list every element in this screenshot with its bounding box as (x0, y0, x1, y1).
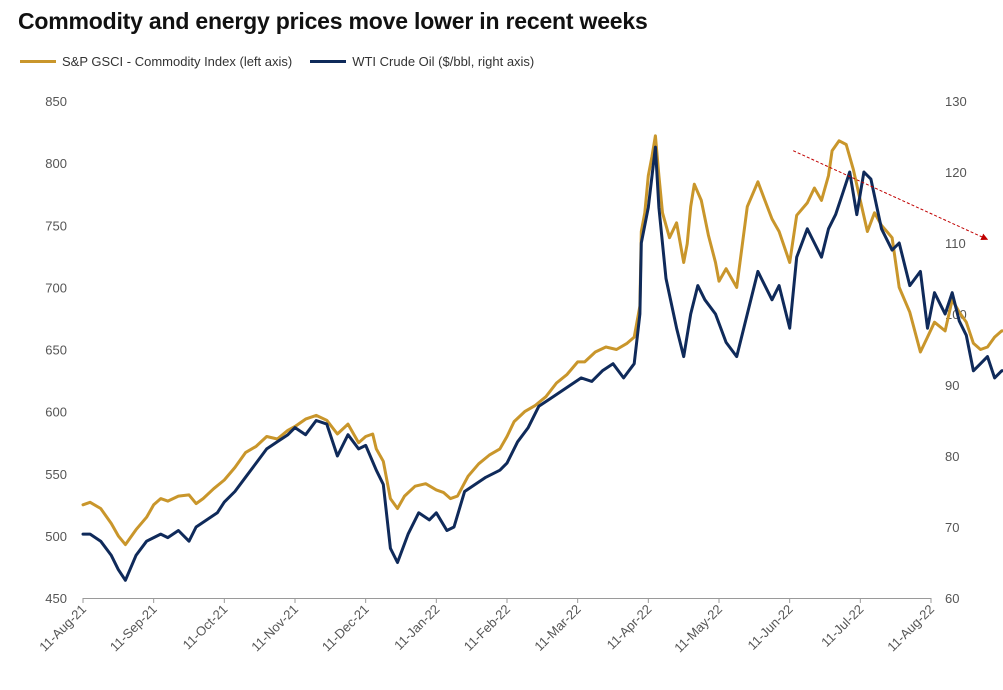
legend-label-gsci: S&P GSCI - Commodity Index (left axis) (62, 53, 293, 69)
x-tick-label: 11-Mar-22 (531, 602, 583, 654)
y-left-tick-label: 650 (45, 343, 67, 358)
y-right-tick-label: 70 (945, 520, 959, 535)
trend-arrow (792, 150, 989, 241)
y-right-tick-label: 60 (945, 591, 959, 606)
x-tick-label: 11-Aug-22 (884, 602, 937, 655)
x-tick-label: 11-Aug-21 (36, 602, 89, 655)
x-tick-label: 11-Jan-22 (391, 602, 442, 653)
y-left-tick-label: 600 (45, 405, 67, 420)
legend-swatch-wti (310, 59, 347, 63)
legend-item-wti: WTI Crude Oil ($/bbl, right axis) (310, 54, 534, 69)
x-tick-label: 11-Nov-21 (248, 602, 301, 655)
legend-swatch-gsci (20, 59, 56, 63)
x-tick-label: 11-Sep-21 (107, 602, 160, 655)
legend-item-gsci: S&P GSCI - Commodity Index (left axis) (20, 54, 292, 69)
x-tick-label: 11-Oct-21 (180, 602, 231, 653)
x-tick-label: 11-Jul-22 (818, 602, 866, 650)
chart-title: Commodity and energy prices move lower i… (18, 8, 648, 34)
y-left-tick-label: 800 (45, 156, 67, 171)
y-left-tick-label: 500 (45, 529, 67, 544)
x-tick-label: 11-May-22 (671, 602, 725, 656)
y-left-tick-label: 700 (45, 280, 67, 295)
x-tick-label: 11-Jun-22 (744, 602, 795, 653)
y-right-tick-label: 130 (945, 94, 967, 109)
y-left-tick-label: 850 (45, 94, 67, 109)
y-right-tick-label: 110 (945, 236, 966, 251)
y-right-tick-label: 80 (945, 449, 959, 464)
y-left-tick-label: 750 (45, 218, 67, 233)
x-tick-label: 11-Feb-22 (461, 602, 513, 654)
legend-label-wti: WTI Crude Oil ($/bbl, right axis) (352, 53, 535, 69)
chart-legend: S&P GSCI - Commodity Index (left axis) W… (20, 51, 552, 71)
x-tick-label: 11-Apr-22 (604, 602, 655, 653)
y-right-tick-label: 90 (945, 378, 959, 393)
series-line-wti (81, 145, 1003, 582)
series-line-gsci (81, 134, 1003, 547)
y-right-tick-label: 120 (945, 165, 967, 180)
y-left-tick-label: 550 (45, 467, 67, 482)
y-left-tick-label: 450 (45, 591, 67, 606)
x-tick-label: 11-Dec-21 (319, 602, 372, 655)
